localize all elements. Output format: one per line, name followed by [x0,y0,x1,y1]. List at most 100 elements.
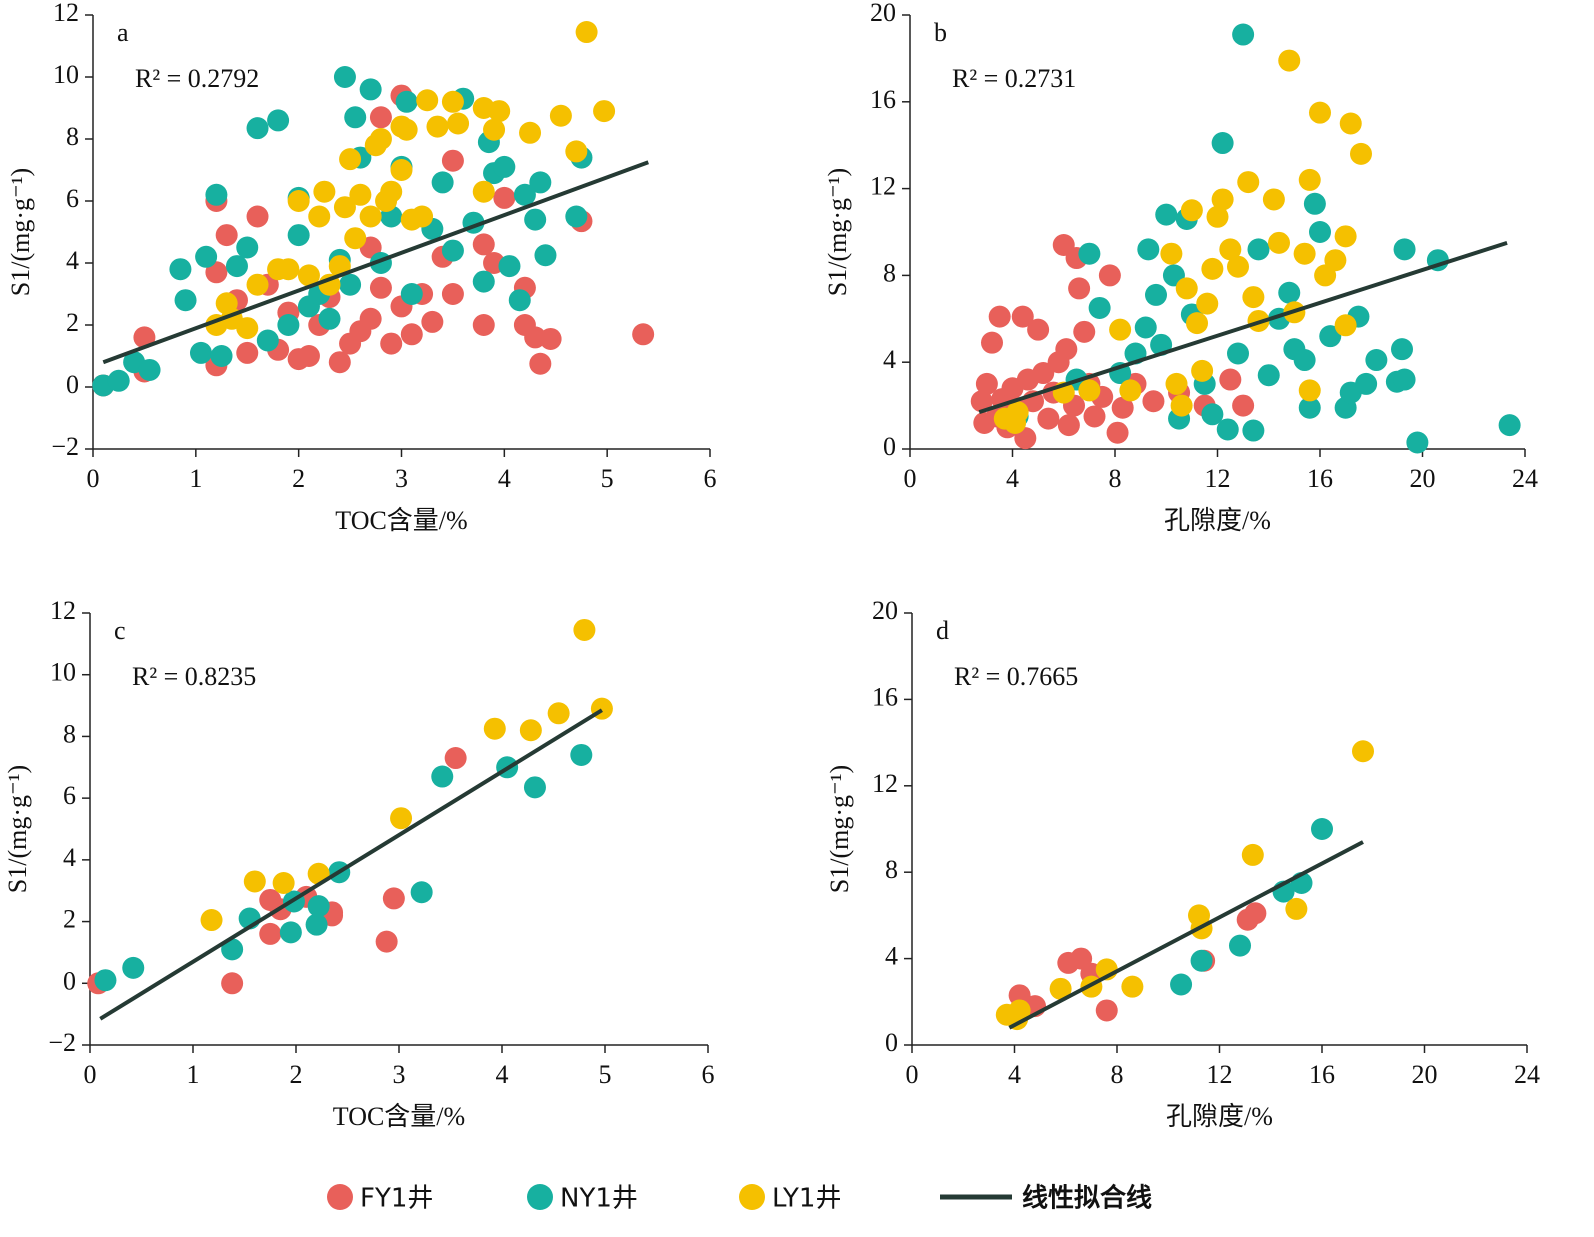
point [1006,401,1029,424]
point [200,909,223,932]
y-tick-label: 0 [66,370,79,399]
panel-letter: a [117,18,129,47]
point [339,273,362,296]
y-axis-label: S1/(mg·g⁻¹) [823,168,852,296]
point [1227,342,1249,365]
point [534,244,557,267]
x-tick-label: 12 [1205,464,1231,493]
y-tick-label: 6 [66,184,79,213]
point [1498,414,1521,437]
y-tick-label: 0 [63,966,76,995]
point [426,115,449,138]
fit-line [1008,840,1364,1030]
point [339,148,362,171]
y-axis-label: S1/(mg·g⁻¹) [825,765,854,893]
x-tick-label: 4 [498,464,511,493]
point [277,314,300,336]
y-tick-label: 8 [63,719,76,748]
x-tick-label: 6 [702,1060,715,1089]
panel-letter: b [934,18,947,47]
point [169,258,192,281]
point [1191,359,1214,382]
y-tick-label: 16 [872,682,898,711]
point [1293,349,1316,372]
point [318,307,341,330]
point [1008,999,1031,1022]
point [1319,325,1342,348]
y-tick-label: 2 [63,905,76,934]
point [523,776,546,799]
panel: 0 4 8 12 16 20 0 4 8 12 16 20 24 孔隙度/% S1/(mg·g⁻¹) bR² … [823,0,1538,535]
point [1121,975,1144,998]
point [441,283,464,305]
point [1334,314,1357,337]
point [195,245,218,268]
x-tick-label: 0 [906,1060,919,1089]
point [305,913,328,936]
x-tick-label: 4 [1006,464,1019,493]
point [529,171,552,194]
point [1206,205,1229,228]
point [395,90,418,113]
x-tick-label: 3 [395,464,408,493]
point [447,112,470,135]
point [1190,949,1213,972]
point [1334,225,1357,248]
x-tick-label: 1 [189,464,202,493]
fit-line [102,160,649,365]
point [1211,132,1234,155]
point [1229,934,1251,957]
point [1073,320,1096,343]
x-tick-label: 0 [904,464,917,493]
point [1242,286,1265,309]
x-tick-label: 16 [1307,464,1333,493]
point [1049,977,1072,1000]
x-tick-label: 24 [1514,1060,1540,1089]
point [1078,379,1101,402]
point [519,121,542,144]
point [375,930,398,953]
point [421,310,444,333]
y-tick-label: 2 [66,308,79,337]
point [359,307,382,330]
y-tick-label: 20 [872,596,898,625]
point [508,289,531,312]
point [444,747,467,770]
point [1170,973,1193,996]
point [369,276,392,299]
point [1232,394,1255,417]
point [411,205,434,228]
point [210,345,233,367]
x-axis-label: TOC含量/% [335,506,467,535]
point [1262,188,1285,211]
point [1298,379,1321,402]
point [107,369,130,392]
point [1298,396,1321,419]
point [1142,390,1165,413]
point [1068,277,1091,300]
point [267,109,290,132]
point [1165,372,1188,395]
point [1391,338,1413,361]
y-tick-label: 12 [872,769,898,798]
point [1106,421,1129,444]
point [1083,405,1106,428]
y-tick-label: 8 [885,855,898,884]
point [472,180,495,203]
point [1011,305,1034,328]
x-tick-label: 3 [393,1060,406,1089]
point [395,118,418,141]
point [215,224,238,247]
point [493,155,516,178]
point [1309,101,1331,124]
fit-line [99,708,603,1021]
legend-label: 线性拟合线 [1022,1183,1152,1214]
x-axis-label: TOC含量/% [333,1102,465,1131]
point [575,21,598,44]
point [1180,199,1203,222]
y-tick-label: 6 [63,781,76,810]
point [1365,349,1388,372]
point [369,106,392,129]
r2-annotation: R² = 0.2731 [952,64,1076,93]
point [1237,171,1260,194]
